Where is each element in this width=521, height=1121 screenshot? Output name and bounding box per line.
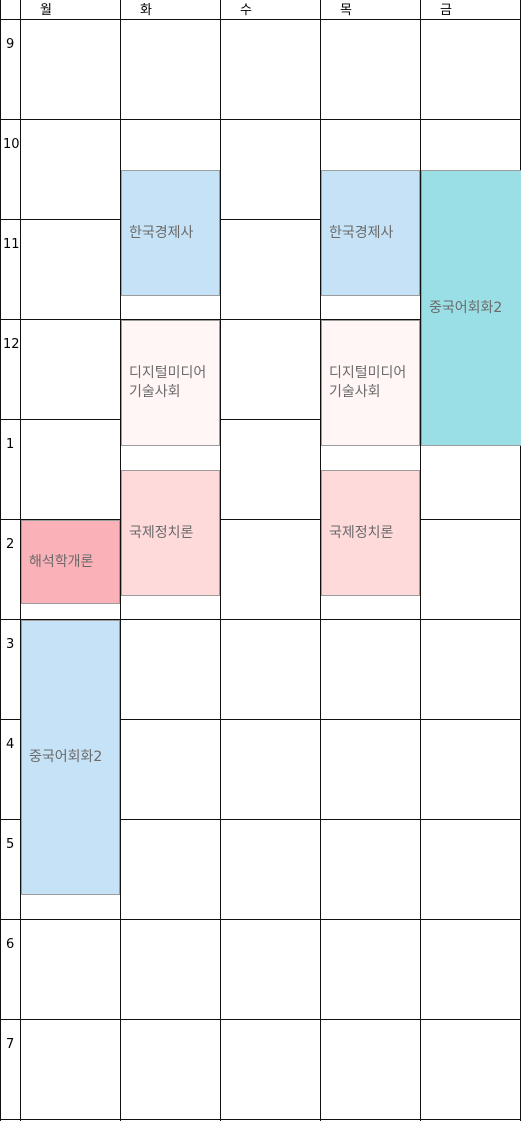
course-block[interactable]: 국제정치론 [121,470,220,596]
hour-label: 10 [3,137,20,152]
course-title: 국제정치론 [129,524,194,541]
hour-label: 5 [6,837,15,852]
course-title: 디지털미디어 기술사회 [129,365,207,400]
hour-label: 12 [3,337,20,352]
course-block[interactable]: 중국어회화2 [21,620,120,895]
day-header-thu: 목 [340,3,352,18]
hour-label: 11 [3,237,20,252]
course-title: 국제정치론 [329,524,394,541]
grid-line [0,419,521,420]
hour-label: 6 [6,937,15,952]
grid-line [0,19,521,20]
grid-line [0,519,521,520]
course-block[interactable]: 중국어회화2 [421,170,521,446]
hour-label: 1 [6,437,15,452]
grid-line [0,1119,521,1120]
course-title: 한국경제사 [329,224,394,241]
hour-label: 3 [6,637,15,652]
hour-label: 4 [6,737,15,752]
course-title: 디지털미디어 기술사회 [329,365,407,400]
day-header-fri: 금 [440,3,452,18]
course-title: 해석학개론 [29,553,94,570]
grid-line [0,0,1,1121]
grid-line [0,719,521,720]
course-block[interactable]: 해석학개론 [21,520,120,604]
grid-line [20,0,21,1121]
day-header-mon: 월 [40,3,52,18]
hour-label: 7 [6,1037,15,1052]
course-title: 중국어회화2 [429,299,503,316]
hour-label: 2 [6,537,15,552]
day-header-tue: 화 [140,3,152,18]
course-block[interactable]: 한국경제사 [321,170,420,296]
course-block[interactable]: 국제정치론 [321,470,420,596]
grid-line [320,0,321,1121]
course-block[interactable]: 디지털미디어 기술사회 [321,320,420,446]
grid-line [220,0,221,1121]
grid-line [0,319,521,320]
course-block[interactable]: 한국경제사 [121,170,220,296]
grid-line [0,1019,521,1020]
grid-line [0,119,521,120]
course-title: 중국어회화2 [29,749,103,765]
grid-line [120,0,121,1121]
grid-line [420,0,421,1121]
course-title: 한국경제사 [129,224,194,241]
grid-line [0,619,521,620]
day-header-wed: 수 [240,3,252,18]
grid-line [0,919,521,920]
grid-line [0,219,521,220]
course-block[interactable]: 디지털미디어 기술사회 [121,320,220,446]
grid-line [0,819,521,820]
hour-label: 9 [6,37,15,52]
